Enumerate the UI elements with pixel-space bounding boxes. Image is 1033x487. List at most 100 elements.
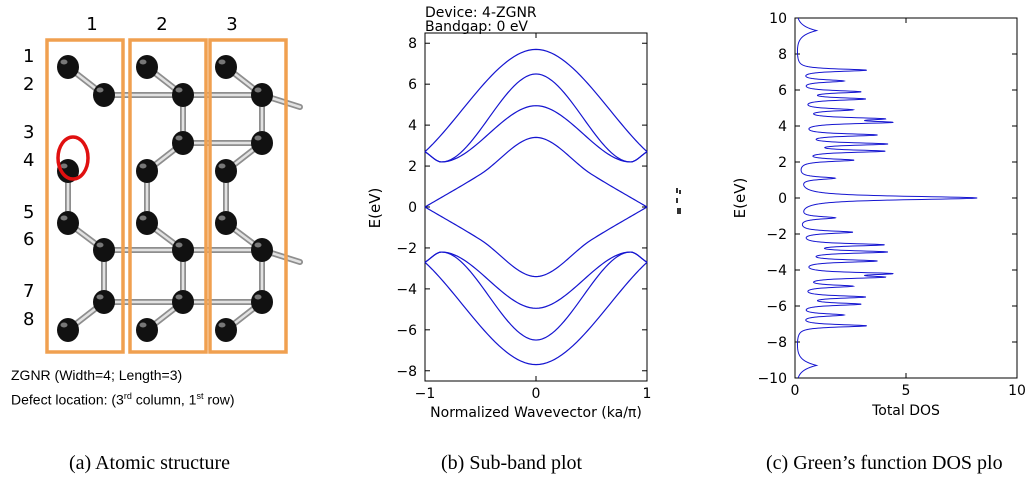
- y-tick-label: −4: [766, 263, 787, 279]
- y-tick-label: 0: [408, 200, 417, 216]
- x-tick-label: 0: [791, 383, 800, 399]
- defect-marker-circle: [56, 135, 90, 181]
- atom-highlight: [254, 135, 262, 141]
- axis-ticks: −8 −6 −4 −2 0 2 4 6 8 −1 0 1: [396, 33, 651, 402]
- column-label-3: 3: [226, 14, 237, 35]
- y-tick-label: 8: [408, 36, 417, 52]
- band-line-3: [424, 105, 648, 163]
- y-tick-label: 10: [769, 11, 787, 27]
- y-axis-label: E(eV): [731, 178, 749, 219]
- carbon-atom: [93, 83, 115, 107]
- defect-row-sup: st: [196, 391, 204, 401]
- atom-highlight: [218, 215, 226, 221]
- carbon-atom: [93, 290, 115, 314]
- y-tick-label: 6: [408, 77, 417, 93]
- atom-highlight: [175, 294, 183, 300]
- band-line-4: [424, 136, 648, 208]
- dos-chart: −10 −8 −6 −4 −2 0 2 4 6 8 10 0 5 10 E(eV) Total DOS: [731, 11, 1026, 419]
- carbon-atom: [215, 318, 237, 342]
- atom-highlight: [60, 163, 68, 169]
- row-label-2: 2: [23, 74, 34, 95]
- atomic-structure-panel: 1 2 3 1 2 3 4 5 6 7 8 ZGNR (Width=4; Length=3) Def…: [0, 0, 330, 440]
- atom-highlight: [60, 215, 68, 221]
- column-box-3: [208, 38, 288, 354]
- carbon-atom: [172, 83, 194, 107]
- defect-text-suffix: row): [203, 391, 235, 408]
- defect-text-prefix: Defect location: (3: [11, 391, 124, 408]
- carbon-atom: [136, 159, 158, 183]
- column-label-2: 2: [156, 14, 167, 35]
- y-tick-label: 6: [778, 83, 787, 99]
- x-axis-label: Normalized Wavevector (ka/π): [430, 405, 642, 421]
- atom-highlight: [254, 294, 262, 300]
- carbon-atom: [251, 131, 273, 155]
- row-label-3: 3: [23, 122, 34, 143]
- band-curves: [424, 48, 648, 366]
- y-tick-label: 0: [778, 191, 787, 207]
- plot-frame: [424, 32, 648, 382]
- row-label-4: 4: [23, 150, 34, 171]
- y-tick-label: −10: [757, 371, 787, 387]
- carbon-atom: [172, 238, 194, 262]
- column-label-1: 1: [86, 14, 97, 35]
- caption-a: (a) Atomic structure: [69, 452, 231, 474]
- row-label-6: 6: [23, 229, 34, 250]
- x-tick-label: 5: [902, 383, 911, 399]
- row-label-8: 8: [23, 309, 34, 330]
- atom-highlight: [139, 59, 147, 65]
- x-tick-label: 1: [643, 386, 652, 402]
- carbon-atom: [57, 211, 79, 235]
- dos-curve: [796, 17, 978, 379]
- atom-highlight: [254, 242, 262, 248]
- atom-highlight: [175, 242, 183, 248]
- atom-highlight: [60, 59, 68, 65]
- band-line-5: [424, 206, 648, 278]
- atom-highlight: [96, 87, 104, 93]
- atom-highlight: [175, 135, 183, 141]
- row-label-5: 5: [23, 202, 34, 223]
- carbon-atom: [251, 238, 273, 262]
- y-tick-label: 8: [778, 47, 787, 63]
- x-tick-label: 0: [532, 386, 541, 402]
- carbon-atom: [251, 290, 273, 314]
- carbon-atom: [136, 211, 158, 235]
- carbon-atom: [57, 55, 79, 79]
- carbon-atom: [136, 55, 158, 79]
- column-box-2: [128, 38, 208, 354]
- chart-title: Device: 4-ZGNR: [425, 5, 537, 21]
- band-line-2: [424, 73, 648, 163]
- carbon-atom: [172, 131, 194, 155]
- y-tick-label: −8: [396, 364, 417, 380]
- y-tick-label: −2: [766, 227, 787, 243]
- y-tick-label: −4: [396, 282, 417, 298]
- y-tick-label: 2: [408, 159, 417, 175]
- chart-subtitle: Bandgap: 0 eV: [425, 19, 528, 35]
- carbon-atom: [215, 211, 237, 235]
- caption-c: (c) Green’s function DOS plo: [766, 452, 1003, 474]
- atom-highlight: [254, 87, 262, 93]
- band-line-8: [424, 261, 648, 366]
- y-tick-label: 4: [408, 118, 417, 134]
- y-axis-label: E(eV): [366, 188, 384, 229]
- carbon-atom: [172, 290, 194, 314]
- subband-chart: Device: 4-ZGNR Bandgap: 0 eV −8 −6 −4 −2 0 2 4…: [366, 5, 651, 421]
- atom-highlight: [218, 322, 226, 328]
- atom-layer: [57, 55, 273, 342]
- y-tick-label: −8: [766, 335, 787, 351]
- x-tick-label: 10: [1008, 383, 1026, 399]
- structure-note: ZGNR (Width=4; Length=3): [11, 367, 183, 383]
- carbon-atom: [251, 83, 273, 107]
- band-line-7: [424, 251, 648, 341]
- clipped-glyph-fragment: [676, 188, 682, 216]
- atom-highlight: [218, 163, 226, 169]
- index-labels: 1 2 3 1 2 3 4 5 6 7 8: [23, 14, 238, 330]
- defect-col-sup: rd: [123, 391, 132, 401]
- atom-highlight: [218, 59, 226, 65]
- carbon-atom: [215, 159, 237, 183]
- carbon-atom: [57, 318, 79, 342]
- atom-highlight: [96, 294, 104, 300]
- dos-plot-panel: −10 −8 −6 −4 −2 0 2 4 6 8 10 0 5 10 E(eV) Total DOS: [700, 0, 1033, 440]
- row-label-7: 7: [23, 281, 34, 302]
- dos-line: [796, 17, 978, 379]
- carbon-atom: [215, 55, 237, 79]
